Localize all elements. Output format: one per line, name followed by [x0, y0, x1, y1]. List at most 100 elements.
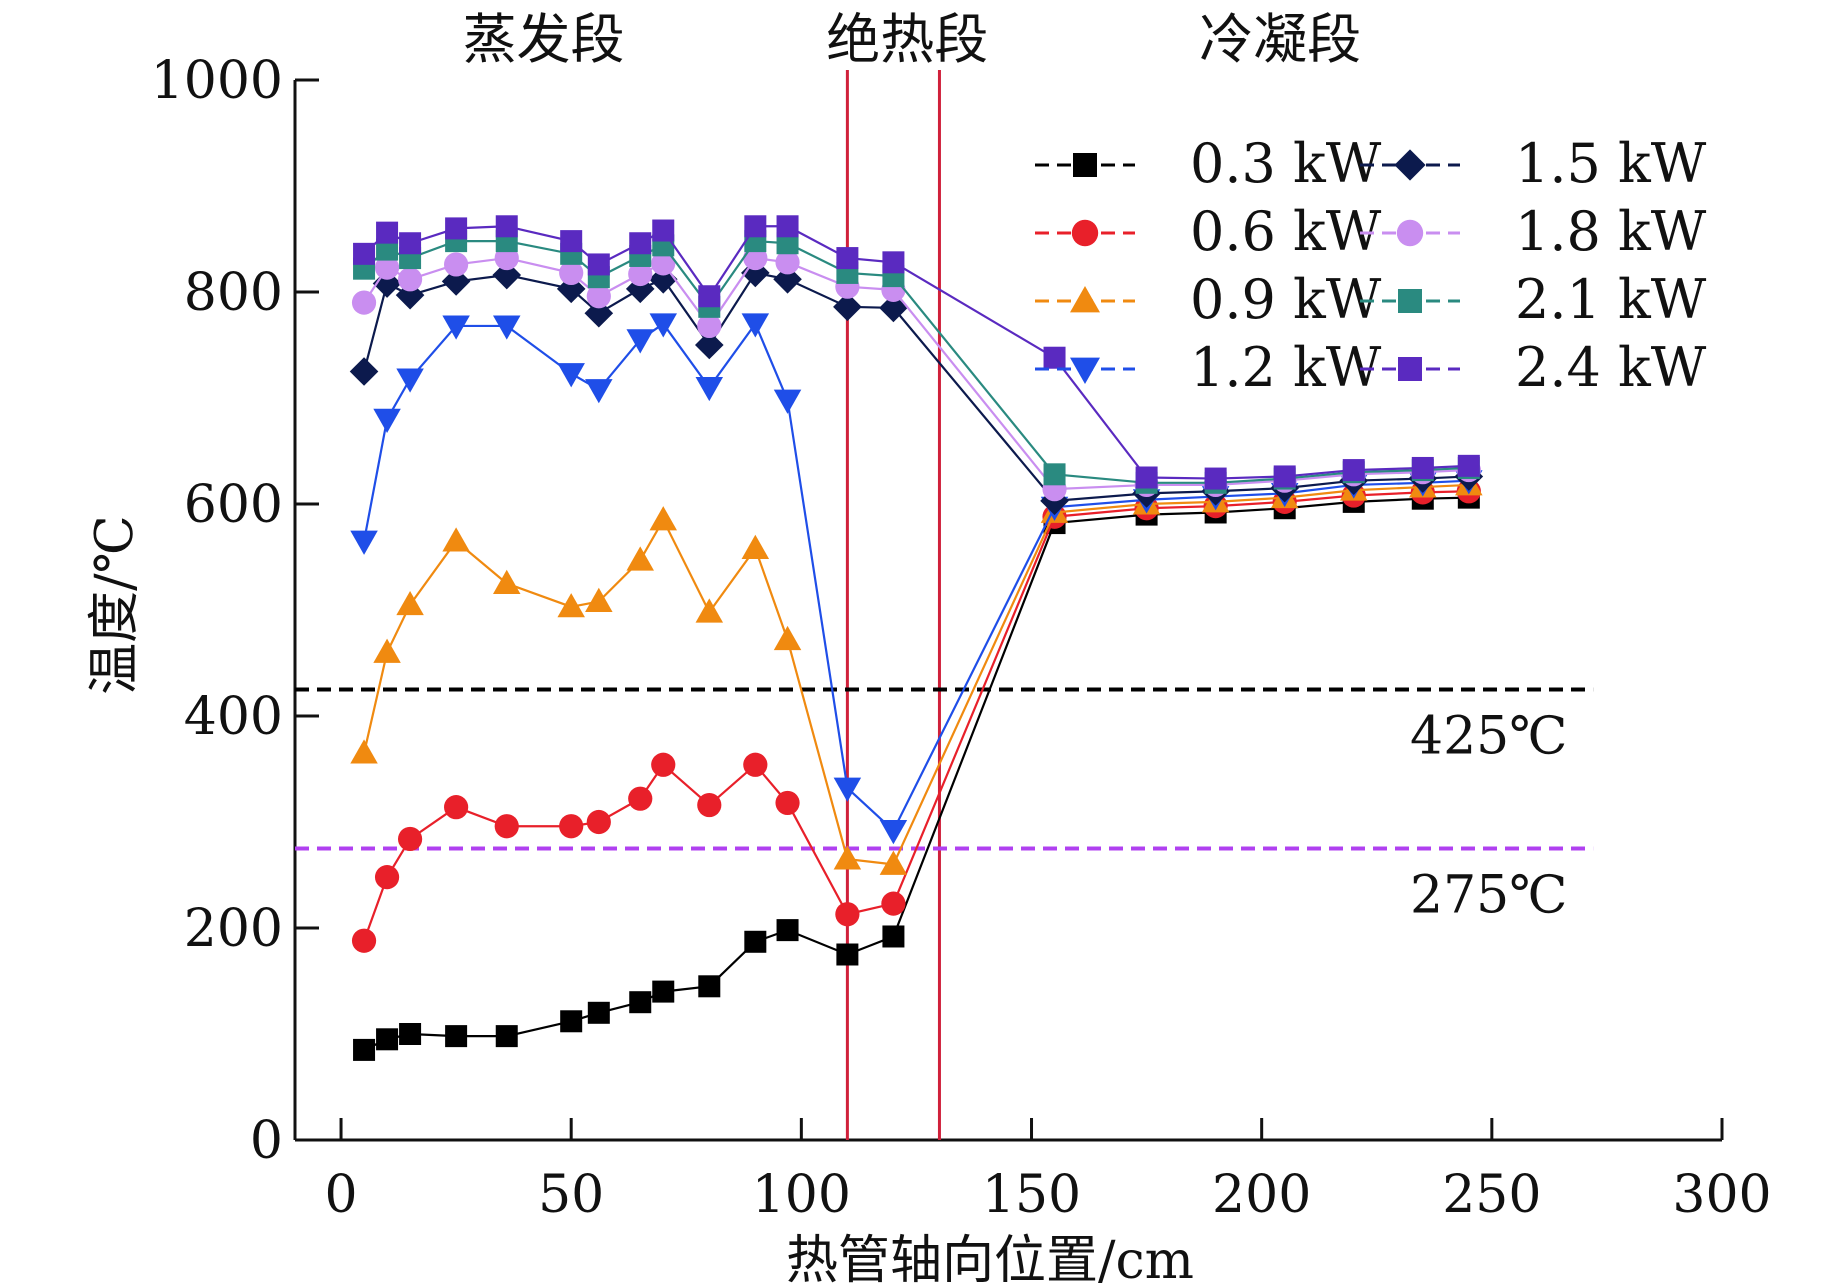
data-point [744, 215, 767, 238]
reference-label-425: 425℃ [1410, 707, 1567, 767]
data-point [835, 902, 860, 927]
data-point [399, 232, 422, 255]
data-point [584, 298, 614, 328]
data-point [651, 251, 676, 276]
data-point [776, 215, 799, 238]
data-point [349, 357, 379, 386]
data-point [353, 1038, 376, 1061]
data-point [560, 1010, 583, 1033]
x-tick-label: 0 [324, 1165, 357, 1225]
data-point [626, 329, 654, 354]
data-point [397, 826, 423, 852]
data-point [350, 739, 378, 764]
data-point [559, 260, 584, 286]
data-point [775, 790, 800, 816]
series-line [362, 321, 1469, 833]
y-tick-label: 200 [184, 899, 283, 959]
data-point [442, 527, 470, 552]
data-point [698, 975, 721, 998]
data-point [442, 315, 470, 340]
y-tick-label: 600 [184, 475, 283, 535]
data-point [649, 313, 678, 338]
plot-area [349, 215, 1484, 1061]
data-point [879, 820, 908, 845]
legend-label-0.9kw: 0.9 kW [1190, 268, 1382, 331]
data-point [351, 928, 377, 953]
legend-marker [1396, 219, 1424, 247]
data-point [882, 925, 905, 948]
legend-marker [1070, 357, 1100, 384]
data-point [697, 792, 722, 818]
data-point [695, 598, 724, 623]
data-point [1273, 465, 1296, 488]
data-point [494, 814, 519, 839]
data-point [444, 252, 469, 277]
data-point [560, 230, 583, 253]
data-point [775, 250, 800, 275]
axes: 0 50 100 150 200 250 300 0 200 400 600 800 1000 [151, 51, 1772, 1225]
data-point [557, 593, 585, 618]
data-point [444, 795, 469, 820]
x-tick-label: 250 [1442, 1165, 1541, 1225]
legend-marker [1070, 286, 1100, 313]
series-line [363, 496, 1469, 1051]
data-point [350, 530, 378, 555]
data-point [399, 1023, 422, 1045]
region-label-condensation: 冷凝段 [1199, 8, 1361, 71]
data-point [695, 376, 724, 402]
data-point [651, 752, 676, 777]
data-point [882, 251, 905, 274]
data-point [373, 638, 401, 663]
data-point [587, 253, 610, 276]
legend-label-1.8kw: 1.8 kW [1515, 200, 1707, 263]
data-point [374, 865, 400, 890]
data-point [1043, 346, 1066, 369]
data-point [773, 389, 802, 414]
data-point [1342, 459, 1365, 482]
legend-label-2.4kw: 2.4 kW [1515, 336, 1707, 399]
data-point [492, 260, 522, 290]
data-point [629, 232, 652, 255]
data-point [833, 845, 862, 870]
data-point [652, 219, 675, 242]
data-point [628, 261, 653, 287]
data-point [376, 1028, 399, 1051]
data-point [741, 534, 770, 559]
data-point [587, 1001, 610, 1024]
data-point [741, 313, 770, 338]
data-point [833, 777, 862, 802]
data-point [879, 293, 908, 323]
data-point [557, 363, 585, 388]
data-point [376, 221, 399, 244]
data-point [351, 290, 377, 315]
data-point [492, 569, 521, 594]
data-point [773, 264, 802, 294]
data-point [694, 330, 724, 360]
region-label-adiabatic: 绝热段 [826, 8, 988, 71]
data-point [445, 1025, 468, 1048]
legend-label-2.1kw: 2.1 kW [1515, 268, 1707, 331]
data-point [879, 850, 908, 875]
series-0.6kW [351, 479, 1481, 953]
data-point [445, 217, 468, 240]
data-point [743, 752, 768, 777]
data-point [396, 368, 424, 393]
legend-label-1.2kw: 1.2 kW [1190, 336, 1382, 399]
y-axis-title: 温度/℃ [85, 515, 145, 695]
y-tick-label: 0 [250, 1111, 283, 1171]
x-tick-label: 200 [1212, 1165, 1311, 1225]
data-point [649, 506, 678, 531]
legend-marker [1398, 289, 1422, 313]
data-point [396, 590, 424, 616]
x-tick-label: 150 [982, 1165, 1081, 1225]
x-tick-label: 100 [752, 1165, 851, 1225]
data-point [773, 625, 802, 651]
data-point [374, 255, 400, 280]
data-point [652, 980, 675, 1003]
series-0.9kW [350, 471, 1483, 875]
legend-markers [1035, 149, 1460, 384]
data-point [373, 408, 401, 433]
data-point [626, 546, 654, 571]
data-point [697, 313, 722, 339]
